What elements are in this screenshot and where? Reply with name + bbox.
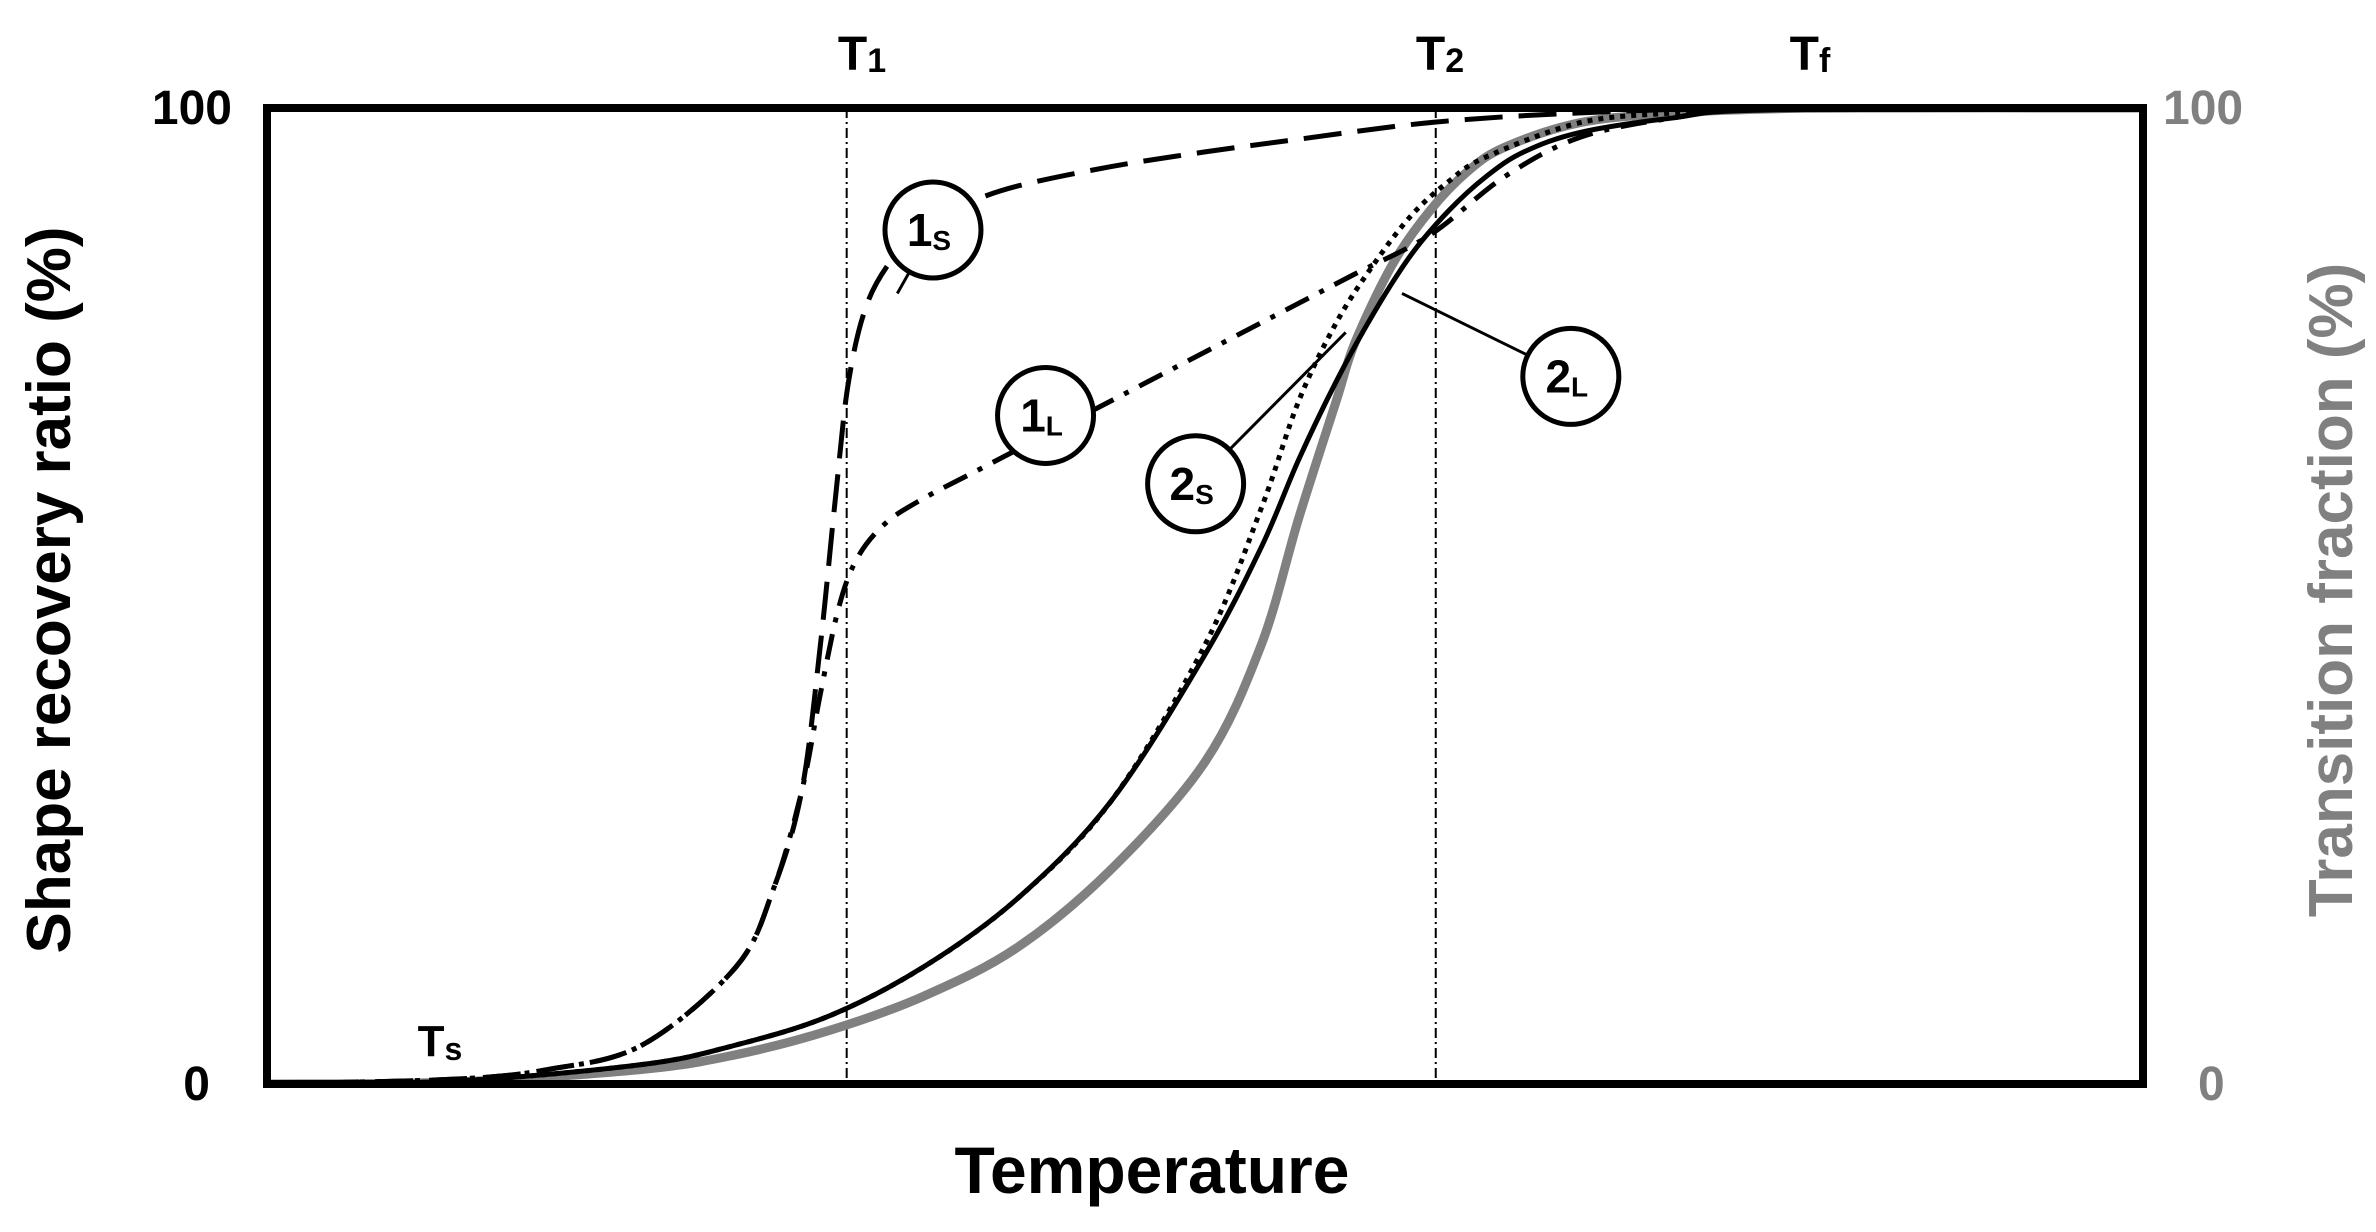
y-left-axis-title: Shape recovery ratio (%) [15,226,84,953]
y-left-tick-100: 100 [152,82,232,135]
annotation-circle-1l [995,364,1097,466]
y-right-tick-0: 0 [2198,1058,2225,1111]
x-axis-title: Temperature [955,1133,1350,1207]
y-right-axis-title: Transition fraction (%) [2297,263,2366,917]
label-tf: Tf [1790,28,1831,81]
annotation-circle-2l [1520,325,1622,427]
series-line-1l [267,108,2143,1084]
annotation-leader-2l [1401,292,1529,357]
plot-background [267,108,2143,1084]
label-t2: T2 [1416,28,1464,81]
annotation-leader-1s [896,271,911,295]
plot-frame [263,104,2147,1088]
annotation-label-1l: 1L [1020,389,1063,441]
y-right-tick-100: 100 [2163,82,2243,135]
annotation-label-1s: 1S [907,204,951,256]
annotation-circle-1s [882,179,984,281]
annotation-leader-2s [1228,331,1347,451]
series-line-2l [267,108,2143,1084]
label-ts: Ts [418,1017,463,1067]
y-left-tick-0: 0 [183,1058,210,1111]
annotation-label-2s: 2S [1169,458,1213,510]
annotation-label-2l: 2L [1545,350,1588,402]
annotation-circle-2s [1145,433,1247,535]
label-t1: T1 [838,28,886,81]
series-line-1s [267,108,2143,1084]
